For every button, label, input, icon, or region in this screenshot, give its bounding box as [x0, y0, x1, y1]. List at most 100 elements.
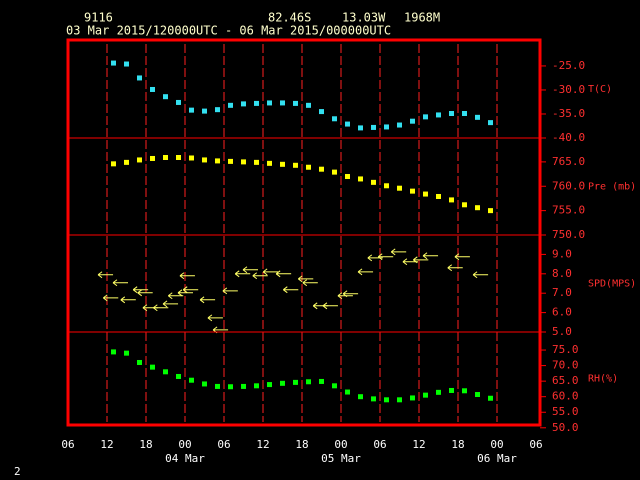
- arrow-shape: [357, 268, 374, 276]
- y-tick-label: 60.0: [552, 390, 579, 403]
- arrow-shape: [447, 264, 463, 272]
- x-tick-label: 18: [451, 438, 464, 451]
- data-point: [111, 349, 116, 355]
- data-point: [189, 155, 194, 161]
- arrow-shape: [322, 302, 338, 310]
- data-point: [267, 382, 272, 388]
- wind-arrow: [413, 256, 429, 264]
- arrow-shape: [207, 314, 223, 322]
- wind-arrow: [234, 270, 251, 278]
- y-tick-label: 750.0: [552, 228, 585, 241]
- y-tick-label: 6.0: [552, 306, 572, 319]
- data-point: [176, 373, 181, 379]
- data-point: [371, 124, 376, 130]
- arrow-shape: [167, 292, 184, 300]
- data-point: [449, 197, 454, 203]
- y-tick-label: -40.0: [552, 131, 585, 144]
- x-tick-label: 12: [256, 438, 269, 451]
- series-label: T(C): [588, 84, 612, 95]
- wind-arrow: [357, 268, 374, 276]
- data-point: [332, 169, 337, 175]
- wind-arrow: [422, 252, 439, 260]
- x-tick-label: 18: [139, 438, 152, 451]
- data-point: [462, 111, 467, 116]
- y-tick-label: 8.0: [552, 267, 572, 280]
- data-point: [202, 381, 207, 387]
- data-point: [111, 161, 116, 167]
- data-point: [358, 125, 363, 131]
- data-point: [228, 102, 233, 108]
- arrow-shape: [342, 290, 359, 298]
- data-point: [293, 100, 298, 106]
- data-point: [189, 107, 194, 113]
- arrow-shape: [252, 272, 268, 280]
- data-point: [280, 380, 285, 386]
- data-point: [137, 359, 142, 365]
- data-point: [410, 118, 415, 124]
- series-label: Pre (mb): [588, 182, 636, 193]
- y-tick-label: 65.0: [552, 374, 579, 387]
- data-point: [345, 121, 350, 127]
- data-point: [241, 101, 246, 107]
- data-point: [124, 159, 129, 165]
- data-point: [176, 99, 181, 105]
- wind-arrow: [252, 272, 268, 280]
- y-tick-label: -35.0: [552, 107, 585, 120]
- wind-arrow: [302, 279, 318, 287]
- arrow-shape: [162, 300, 179, 308]
- wind-arrow: [283, 286, 299, 294]
- data-point: [462, 388, 467, 394]
- arrow-shape: [153, 304, 169, 312]
- wind-arrow: [137, 289, 153, 297]
- data-point: [163, 154, 168, 160]
- data-point: [397, 122, 402, 128]
- arrow-shape: [422, 252, 439, 260]
- data-point: [423, 392, 428, 398]
- wind-arrow: [222, 287, 238, 295]
- arrow-shape: [97, 271, 114, 279]
- x-tick-label: 06: [529, 438, 542, 451]
- wind-arrow: [182, 286, 199, 294]
- wind-arrow: [97, 271, 114, 279]
- data-point: [150, 86, 155, 92]
- arrow-shape: [472, 271, 489, 279]
- x-tick-label: 00: [334, 438, 347, 451]
- data-point: [319, 166, 324, 172]
- wind-arrow: [322, 302, 338, 310]
- y-tick-label: 760.0: [552, 179, 585, 192]
- y-tick-label: 70.0: [552, 359, 579, 372]
- date-label: 04 Mar: [165, 452, 205, 465]
- data-point: [436, 193, 441, 199]
- data-point: [436, 389, 441, 395]
- data-point: [384, 124, 389, 130]
- longitude: 13.03W: [342, 11, 386, 25]
- elevation: 1968M: [404, 11, 440, 25]
- data-point: [449, 111, 454, 116]
- arrow-shape: [199, 296, 216, 304]
- y-tick-label: -30.0: [552, 83, 585, 96]
- series-label: RH(%): [588, 374, 618, 385]
- wind-arrow: [162, 300, 179, 308]
- plot-frame: [66, 38, 542, 427]
- data-point: [423, 114, 428, 120]
- x-tick-label: 18: [295, 438, 308, 451]
- wind-arrow: [472, 271, 489, 279]
- data-point: [189, 377, 194, 383]
- data-point: [332, 116, 337, 122]
- latitude: 82.46S: [268, 11, 311, 25]
- arrow-shape: [262, 268, 279, 276]
- wind-arrow: [275, 270, 292, 278]
- wind-arrow: [167, 292, 184, 300]
- data-point: [371, 179, 376, 185]
- data-point: [215, 383, 220, 389]
- data-point: [254, 159, 259, 165]
- wind-arrow: [262, 268, 279, 276]
- x-tick-label: 06: [61, 438, 74, 451]
- data-point: [436, 112, 441, 118]
- wind-arrow: [207, 314, 223, 322]
- data-point: [306, 102, 311, 108]
- data-point: [280, 161, 285, 167]
- data-point: [397, 185, 402, 191]
